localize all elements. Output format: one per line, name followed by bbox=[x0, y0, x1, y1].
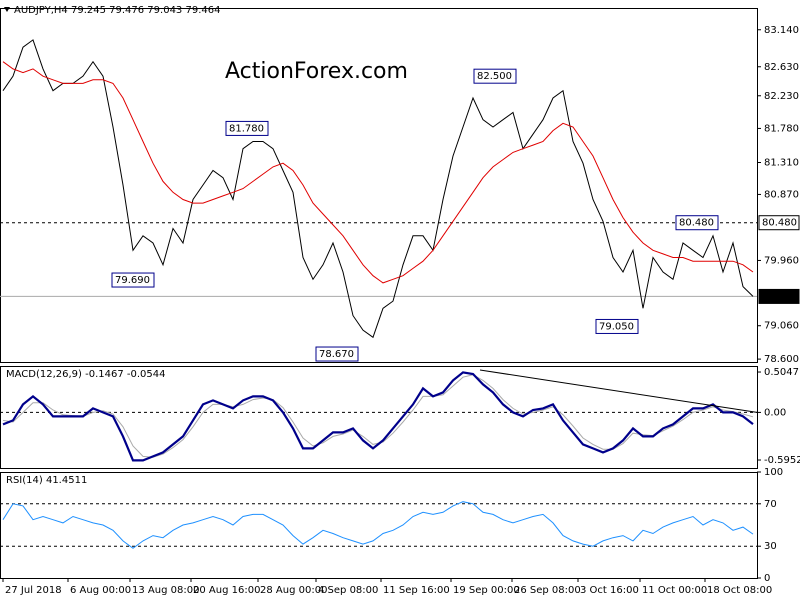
series-line bbox=[2, 61, 754, 284]
annotation-box bbox=[473, 68, 517, 84]
annotation-box bbox=[225, 120, 269, 136]
panel-frame bbox=[0, 472, 758, 579]
x-tick-label: 11 Oct 00:00 bbox=[642, 585, 707, 596]
annotation-label: 82.500 bbox=[477, 71, 512, 82]
x-tick-label: 6 Aug 00:00 bbox=[70, 585, 131, 596]
y-tick-label: 0.00 bbox=[764, 407, 786, 418]
level-label-box bbox=[758, 215, 800, 231]
y-tick-label: 78.600 bbox=[764, 354, 799, 365]
y-tick-label: 0 bbox=[764, 573, 770, 584]
x-tick-label: 11 Sep 16:00 bbox=[383, 585, 450, 596]
annotation-label: 80.480 bbox=[679, 218, 714, 229]
level-label-box bbox=[758, 288, 800, 304]
y-tick-label: 0.5047 bbox=[764, 367, 799, 378]
x-tick-label: 20 Aug 16:00 bbox=[193, 585, 260, 596]
annotation-box bbox=[675, 215, 719, 231]
y-tick-label: 79.960 bbox=[764, 255, 799, 266]
annotation-label: 79.690 bbox=[115, 275, 150, 286]
trendline bbox=[479, 369, 758, 413]
x-tick-label: 26 Sep 08:00 bbox=[514, 585, 581, 596]
panel-frame bbox=[0, 366, 758, 469]
level-label: 80.480 bbox=[762, 218, 797, 229]
x-tick-label: 27 Jul 2018 bbox=[5, 585, 62, 596]
watermark: ActionForex.com bbox=[225, 59, 408, 84]
y-tick-label: 82.230 bbox=[764, 91, 799, 102]
x-tick-label: 19 Sep 00:00 bbox=[453, 585, 520, 596]
y-tick-label: 80.870 bbox=[764, 189, 799, 200]
x-tick-label: 13 Aug 08:00 bbox=[132, 585, 199, 596]
panel-title: RSI(14) 41.4511 bbox=[6, 475, 87, 486]
series-line bbox=[2, 371, 754, 462]
annotation-label: 78.670 bbox=[319, 349, 354, 360]
y-tick-label: 81.780 bbox=[764, 123, 799, 134]
x-tick-label: 3 Oct 16:00 bbox=[580, 585, 639, 596]
series-line bbox=[2, 501, 754, 549]
x-tick-label: 4 Sep 08:00 bbox=[318, 585, 378, 596]
annotation-box bbox=[595, 318, 639, 334]
panel-frame bbox=[0, 8, 758, 363]
y-tick-label: 83.140 bbox=[764, 25, 799, 36]
y-tick-label: 81.310 bbox=[764, 158, 799, 169]
y-tick-label: 100 bbox=[764, 467, 783, 478]
annotation-label: 79.050 bbox=[599, 321, 634, 332]
series-line bbox=[2, 39, 754, 339]
symbol-marker bbox=[4, 7, 10, 12]
annotation-box bbox=[315, 346, 359, 362]
y-tick-label: 70 bbox=[764, 499, 777, 510]
panel-title: AUDJPY,H4 79.245 79.476 79.043 79.464 bbox=[14, 5, 220, 16]
x-tick-label: 18 Oct 08:00 bbox=[707, 585, 772, 596]
y-tick-label: 79.060 bbox=[764, 321, 799, 332]
panel-title: MACD(12,26,9) -0.1467 -0.0544 bbox=[6, 369, 166, 380]
x-tick-label: 28 Aug 00:00 bbox=[260, 585, 327, 596]
level-label: 79.464 bbox=[762, 291, 797, 302]
annotation-box bbox=[111, 272, 155, 288]
y-tick-label: -0.5952 bbox=[764, 455, 800, 466]
y-tick-label: 30 bbox=[764, 541, 777, 552]
annotation-label: 81.780 bbox=[229, 123, 264, 134]
y-tick-label: 82.630 bbox=[764, 62, 799, 73]
